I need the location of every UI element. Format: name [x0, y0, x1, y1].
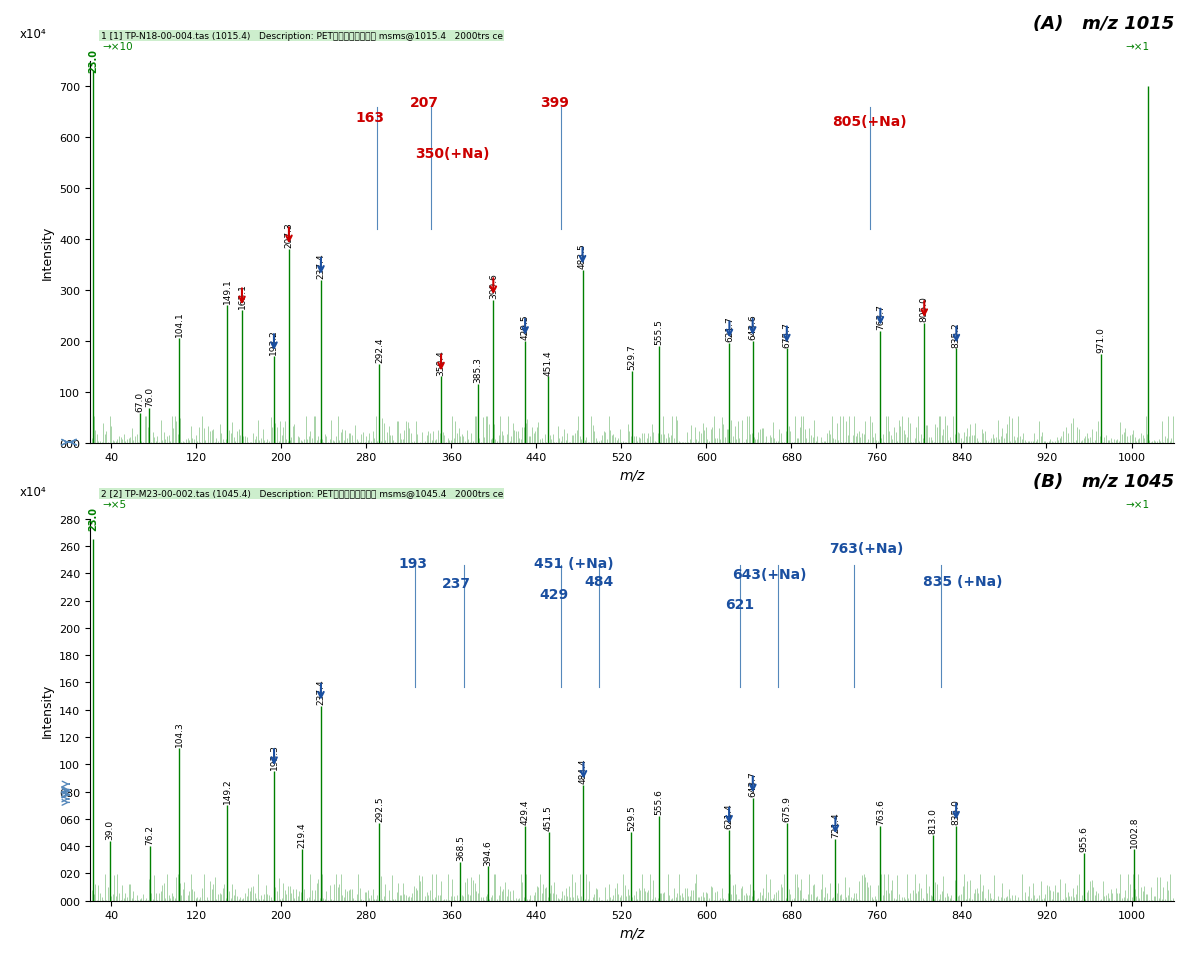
Y-axis label: Intensity: Intensity: [41, 226, 54, 279]
Text: 621: 621: [725, 598, 755, 612]
Text: 237.4: 237.4: [316, 253, 326, 278]
X-axis label: m/z: m/z: [619, 468, 645, 482]
Text: 76.2: 76.2: [145, 824, 155, 844]
Text: 149.1: 149.1: [223, 278, 231, 304]
Text: 193.2: 193.2: [270, 329, 278, 355]
Text: 399.6: 399.6: [489, 274, 498, 299]
Text: 2 [2] TP-M23-00-002.tas (1045.4)   Description: PETサンプレート分解 msms@1045.4   2000tr: 2 [2] TP-M23-00-002.tas (1045.4) Descrip…: [101, 490, 503, 498]
Text: 1002.8: 1002.8: [1130, 816, 1139, 847]
Text: 813.0: 813.0: [928, 807, 937, 833]
Text: 350.4: 350.4: [436, 350, 446, 375]
Text: 429.5: 429.5: [521, 314, 530, 339]
Text: 76.0: 76.0: [145, 387, 153, 407]
Text: 104.1: 104.1: [175, 312, 183, 337]
Text: 955.6: 955.6: [1079, 825, 1089, 851]
Text: 39.0: 39.0: [105, 819, 115, 839]
Text: 835 (+Na): 835 (+Na): [922, 574, 1002, 588]
Text: 643.6: 643.6: [749, 314, 757, 339]
Text: 835.2: 835.2: [952, 321, 961, 347]
Text: 483.5: 483.5: [577, 243, 587, 269]
Text: →×10: →×10: [103, 43, 133, 52]
Text: 643(+Na): 643(+Na): [732, 567, 806, 581]
Text: 163.1: 163.1: [237, 283, 247, 309]
Text: 429.4: 429.4: [520, 799, 530, 823]
Text: 835.0: 835.0: [951, 798, 961, 823]
Text: 219.4: 219.4: [297, 821, 307, 847]
X-axis label: m/z: m/z: [619, 925, 645, 940]
Text: 207: 207: [410, 95, 438, 110]
Text: 399: 399: [540, 95, 569, 110]
Text: 529.5: 529.5: [627, 805, 636, 831]
Text: 292.5: 292.5: [375, 796, 385, 821]
Text: 163: 163: [356, 111, 385, 125]
Text: x10⁴: x10⁴: [19, 28, 46, 41]
Text: 555.5: 555.5: [654, 319, 664, 345]
Text: x10⁴: x10⁴: [19, 485, 46, 498]
Text: 721.4: 721.4: [831, 812, 840, 838]
Text: 394.6: 394.6: [484, 839, 492, 864]
Text: 451 (+Na): 451 (+Na): [534, 557, 615, 571]
Text: 193.3: 193.3: [270, 743, 279, 769]
Text: (B)   m/z 1045: (B) m/z 1045: [1033, 473, 1174, 491]
Text: 621.7: 621.7: [725, 316, 734, 342]
Text: 23.0: 23.0: [87, 50, 98, 73]
Text: 763.7: 763.7: [876, 304, 885, 330]
Text: 484: 484: [585, 574, 613, 588]
Text: 971.0: 971.0: [1096, 327, 1106, 353]
Text: →×1: →×1: [1125, 43, 1149, 52]
Text: 643.7: 643.7: [749, 771, 757, 797]
Text: 429: 429: [540, 587, 569, 601]
Text: 805(+Na): 805(+Na): [833, 114, 907, 129]
Text: 385.3: 385.3: [473, 357, 483, 383]
Text: 350(+Na): 350(+Na): [415, 147, 490, 161]
Text: 149.2: 149.2: [223, 778, 231, 803]
Text: 451.4: 451.4: [544, 350, 553, 375]
Y-axis label: Intensity: Intensity: [41, 683, 54, 737]
Text: 104.3: 104.3: [175, 720, 184, 746]
Text: 368.5: 368.5: [455, 835, 465, 861]
Text: 237.4: 237.4: [316, 679, 326, 704]
Text: 1 [1] TP-N18-00-004.tas (1015.4)   Description: PETサンプレート分解 msms@1015.4   2000tr: 1 [1] TP-N18-00-004.tas (1015.4) Descrip…: [101, 32, 503, 41]
Text: 193: 193: [399, 557, 428, 571]
Text: 23.0: 23.0: [87, 507, 98, 531]
Text: 621.4: 621.4: [725, 802, 733, 828]
Text: 237: 237: [442, 576, 471, 590]
Text: 675.7: 675.7: [782, 321, 792, 347]
Text: →×1: →×1: [1125, 500, 1149, 510]
Text: 529.7: 529.7: [627, 344, 636, 370]
Text: 805.0: 805.0: [920, 296, 928, 322]
Text: 484.4: 484.4: [579, 758, 588, 783]
Text: (A)   m/z 1015: (A) m/z 1015: [1033, 15, 1174, 33]
Text: 67.0: 67.0: [135, 392, 144, 412]
Text: 451.5: 451.5: [544, 805, 553, 831]
Text: 555.6: 555.6: [654, 788, 664, 814]
Text: 292.4: 292.4: [375, 337, 383, 362]
Text: 207.3: 207.3: [284, 222, 294, 248]
Text: 763(+Na): 763(+Na): [829, 541, 903, 556]
Text: 763.6: 763.6: [876, 798, 885, 823]
Text: 675.9: 675.9: [782, 795, 792, 821]
Text: →×5: →×5: [103, 500, 127, 510]
